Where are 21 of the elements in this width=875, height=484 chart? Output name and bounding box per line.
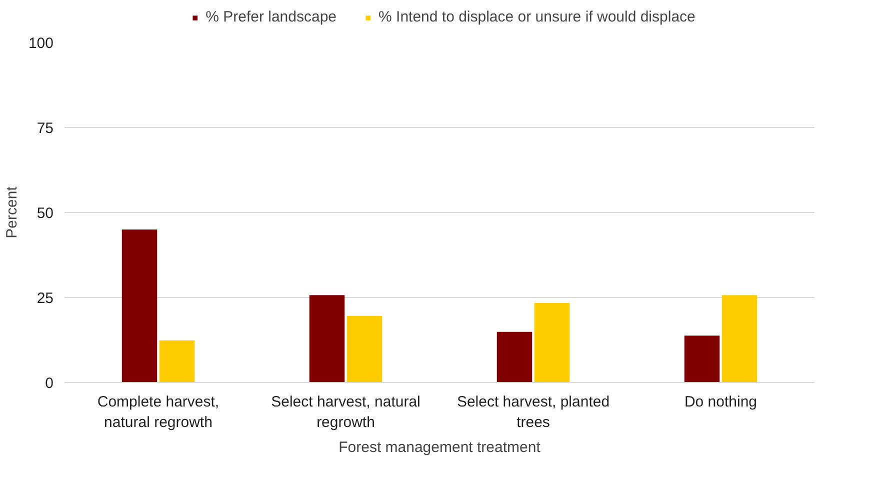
y-axis-title: Percent — [3, 186, 20, 238]
y-tick-label: 75 — [36, 120, 54, 137]
bar — [684, 336, 720, 382]
bar — [722, 295, 758, 382]
y-tick-label: 50 — [36, 205, 54, 222]
bar — [496, 332, 532, 382]
bar — [159, 340, 195, 382]
legend-label: % Intend to displace or unsure if would displace — [378, 8, 696, 26]
x-tick-label: Select harvest, planted trees — [456, 394, 610, 431]
x-tick-label: Do nothing — [684, 394, 758, 410]
bar — [309, 295, 345, 382]
x-axis-title: Forest management treatment — [338, 438, 542, 456]
x-tick-label: Select harvest, natural regrowth — [271, 394, 420, 431]
legend-label: % Prefer landscape — [206, 8, 337, 26]
x-tick-label: Complete harvest, natural regrowth — [97, 394, 220, 431]
y-tick-label: 0 — [45, 375, 54, 392]
bar — [122, 230, 158, 382]
bar — [534, 302, 570, 382]
y-tick-label: 100 — [28, 35, 54, 52]
bar — [346, 316, 382, 382]
y-tick-label: 25 — [36, 290, 54, 307]
